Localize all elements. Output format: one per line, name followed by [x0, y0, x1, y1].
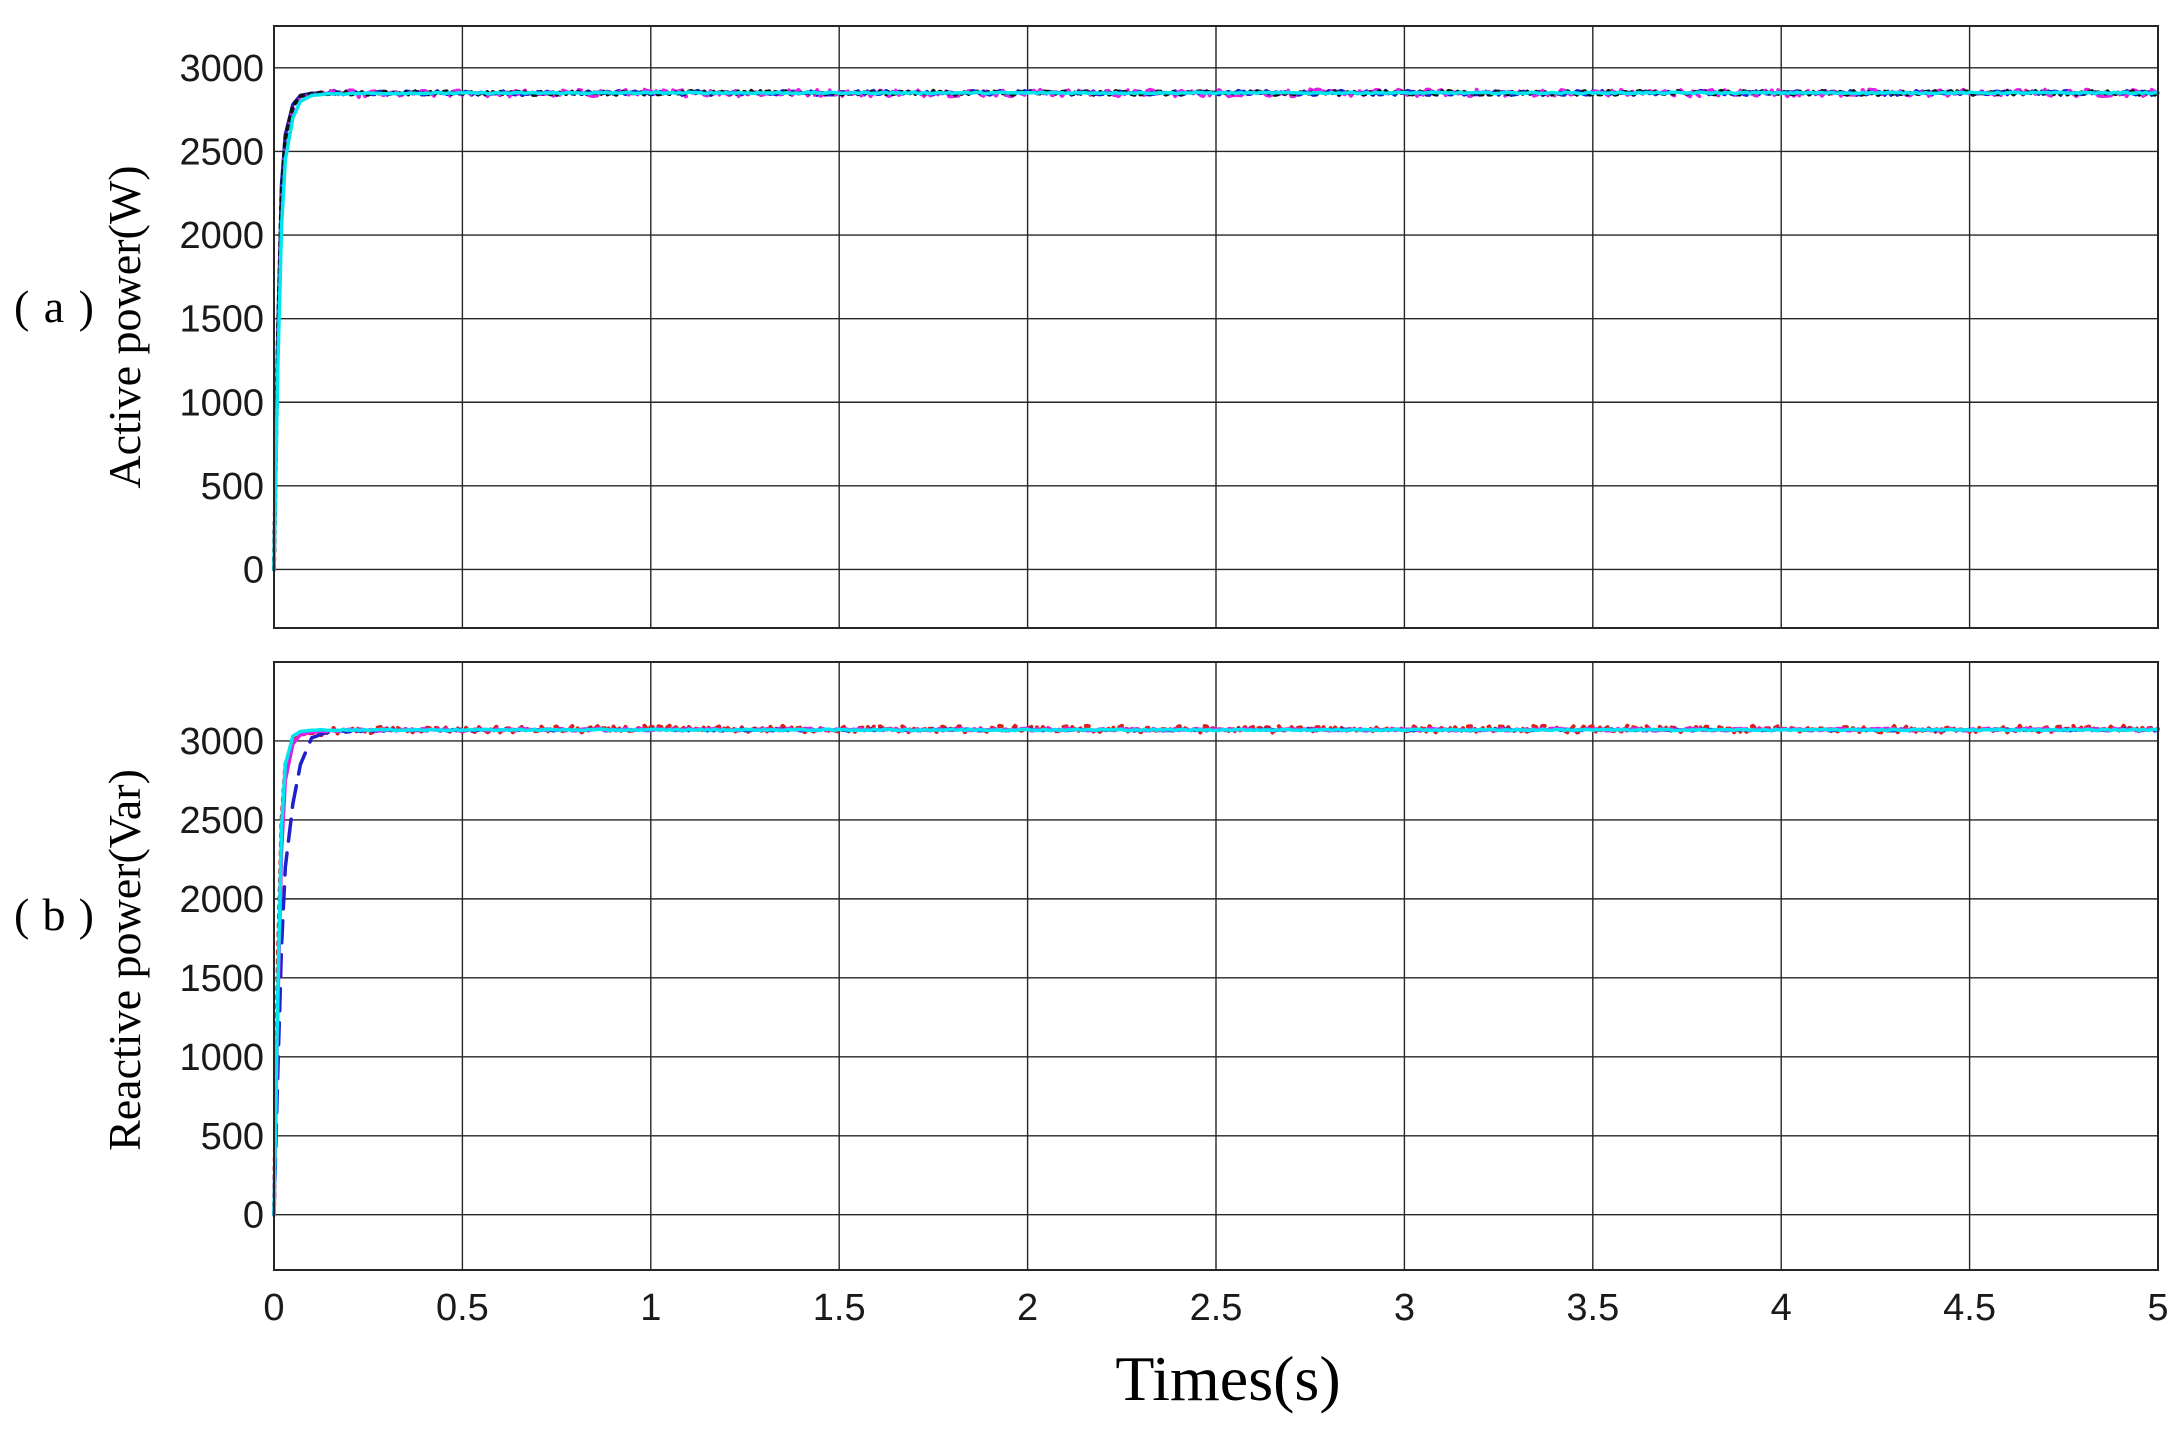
active-power-y-tick-label: 3000 — [179, 48, 264, 90]
active-power-y-ticks: 0 500 1000 1500 2000 2500 3000 — [179, 48, 264, 592]
reactive-power-x-ticks: 0 0.5 1 1.5 2 2.5 3 3.5 4 4.5 5 — [263, 1287, 2168, 1329]
reactive-power-y-tick-label: 1000 — [179, 1037, 264, 1079]
reactive-power-y-tick-label: 1500 — [179, 958, 264, 1000]
active-power-series-group — [272, 87, 2160, 572]
reactive-power-x-tick-label: 3 — [1394, 1287, 1415, 1329]
active-power-axes-frame — [273, 25, 2159, 629]
reactive-power-y-ticks: 0 500 1000 1500 2000 2500 3000 — [179, 721, 264, 1237]
reactive-power-x-tick-label: 2.5 — [1190, 1287, 1243, 1329]
reactive-power-y-tick-label: 500 — [201, 1116, 264, 1158]
reactive-power-y-tick-label: 2500 — [179, 800, 264, 842]
active-power-panel: 0 500 1000 1500 2000 2500 3000 (a) Active powe… — [14, 25, 2160, 629]
reactive-power-x-tick-label: 0 — [263, 1287, 284, 1329]
active-power-y-tick-label: 1000 — [179, 382, 264, 424]
reactive-power-series-group — [272, 723, 2160, 1217]
reactive-power-x-tick-label: 1.5 — [813, 1287, 866, 1329]
reactive-power-y-tick-label: 0 — [243, 1195, 264, 1237]
reactive-power-y-tick-label: 3000 — [179, 721, 264, 763]
active-power-y-tick-label: 1500 — [179, 299, 264, 341]
reactive-power-x-tick-label: 5 — [2147, 1287, 2168, 1329]
reactive-power-panel: 0 500 1000 1500 2000 2500 3000 0 0.5 1 1.5 2 2.5 3 3.… — [14, 661, 2169, 1329]
active-power-y-tick-label: 2000 — [179, 215, 264, 257]
reactive-power-x-tick-label: 4 — [1771, 1287, 1792, 1329]
reactive-power-x-tick-label: 2 — [1017, 1287, 1038, 1329]
reactive-power-axes-frame — [273, 661, 2159, 1271]
reactive-power-x-tick-label: 1 — [640, 1287, 661, 1329]
active-power-series-4-line — [272, 90, 2160, 572]
reactive-power-y-axis-label: Reactive power(Var) — [99, 769, 150, 1151]
reactive-power-panel-tag: (b) — [14, 889, 94, 940]
active-power-y-axis-label: Active power(W) — [99, 165, 150, 488]
reactive-power-y-tick-label: 2000 — [179, 879, 264, 921]
x-axis-label: Times(s) — [1115, 1343, 1340, 1414]
reactive-power-x-tick-label: 4.5 — [1943, 1287, 1996, 1329]
active-power-y-tick-label: 500 — [201, 466, 264, 508]
active-power-y-tick-label: 0 — [243, 549, 264, 591]
reactive-power-series-4-line — [272, 727, 2160, 1217]
active-power-y-tick-label: 2500 — [179, 131, 264, 173]
reactive-power-x-tick-label: 0.5 — [436, 1287, 489, 1329]
reactive-power-x-tick-label: 3.5 — [1566, 1287, 1619, 1329]
active-power-panel-tag: (a) — [14, 281, 94, 332]
